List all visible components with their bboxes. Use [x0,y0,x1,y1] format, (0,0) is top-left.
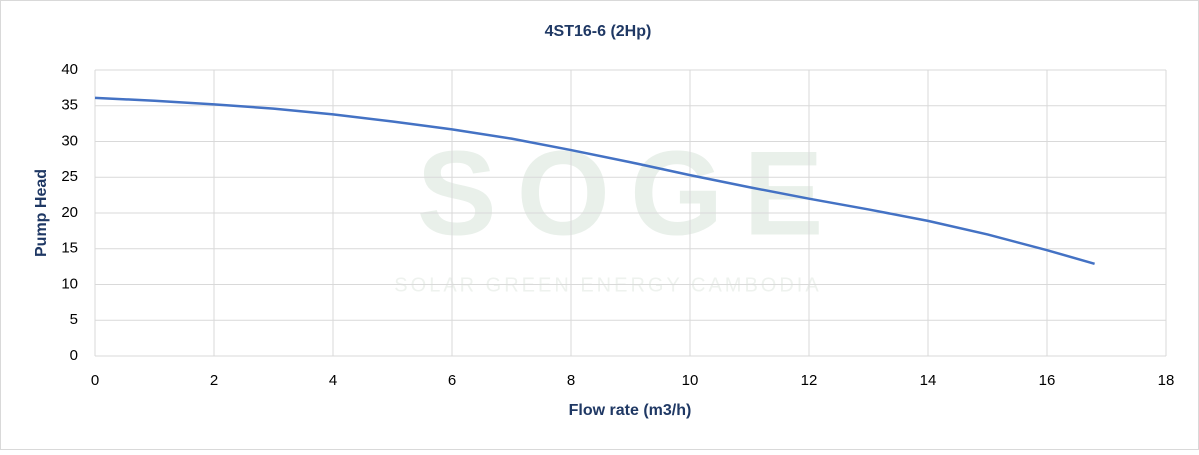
x-tick-label: 0 [91,372,99,389]
x-tick-label: 12 [801,372,818,389]
y-tick-label: 35 [61,97,78,114]
x-tick-label: 18 [1158,372,1175,389]
x-tick-label: 10 [682,372,699,389]
watermark: SOGE [417,127,844,261]
chart-title: 4ST16-6 (2Hp) [545,23,652,40]
data-line [94,96,1095,265]
x-tick-label: 14 [920,372,937,389]
x-tick-label: 6 [448,372,456,389]
y-tick-label: 20 [61,204,78,221]
x-tick-label: 2 [210,372,218,389]
y-tick-label: 25 [61,168,78,185]
watermark-subtitle: SOLAR GREEN ENERGY CAMBODIA [394,274,821,296]
x-axis-title: Flow rate (m3/h) [569,402,692,419]
y-tick-label: 0 [70,347,78,364]
x-tick-label: 8 [567,372,575,389]
x-tick-label: 16 [1039,372,1056,389]
y-tick-label: 5 [70,311,78,328]
y-tick-label: 15 [61,240,78,257]
y-axis-title: Pump Head [33,169,50,257]
x-tick-label: 4 [329,372,337,389]
y-tick-label: 40 [61,61,78,78]
y-tick-label: 30 [61,132,78,149]
y-tick-label: 10 [61,275,78,292]
